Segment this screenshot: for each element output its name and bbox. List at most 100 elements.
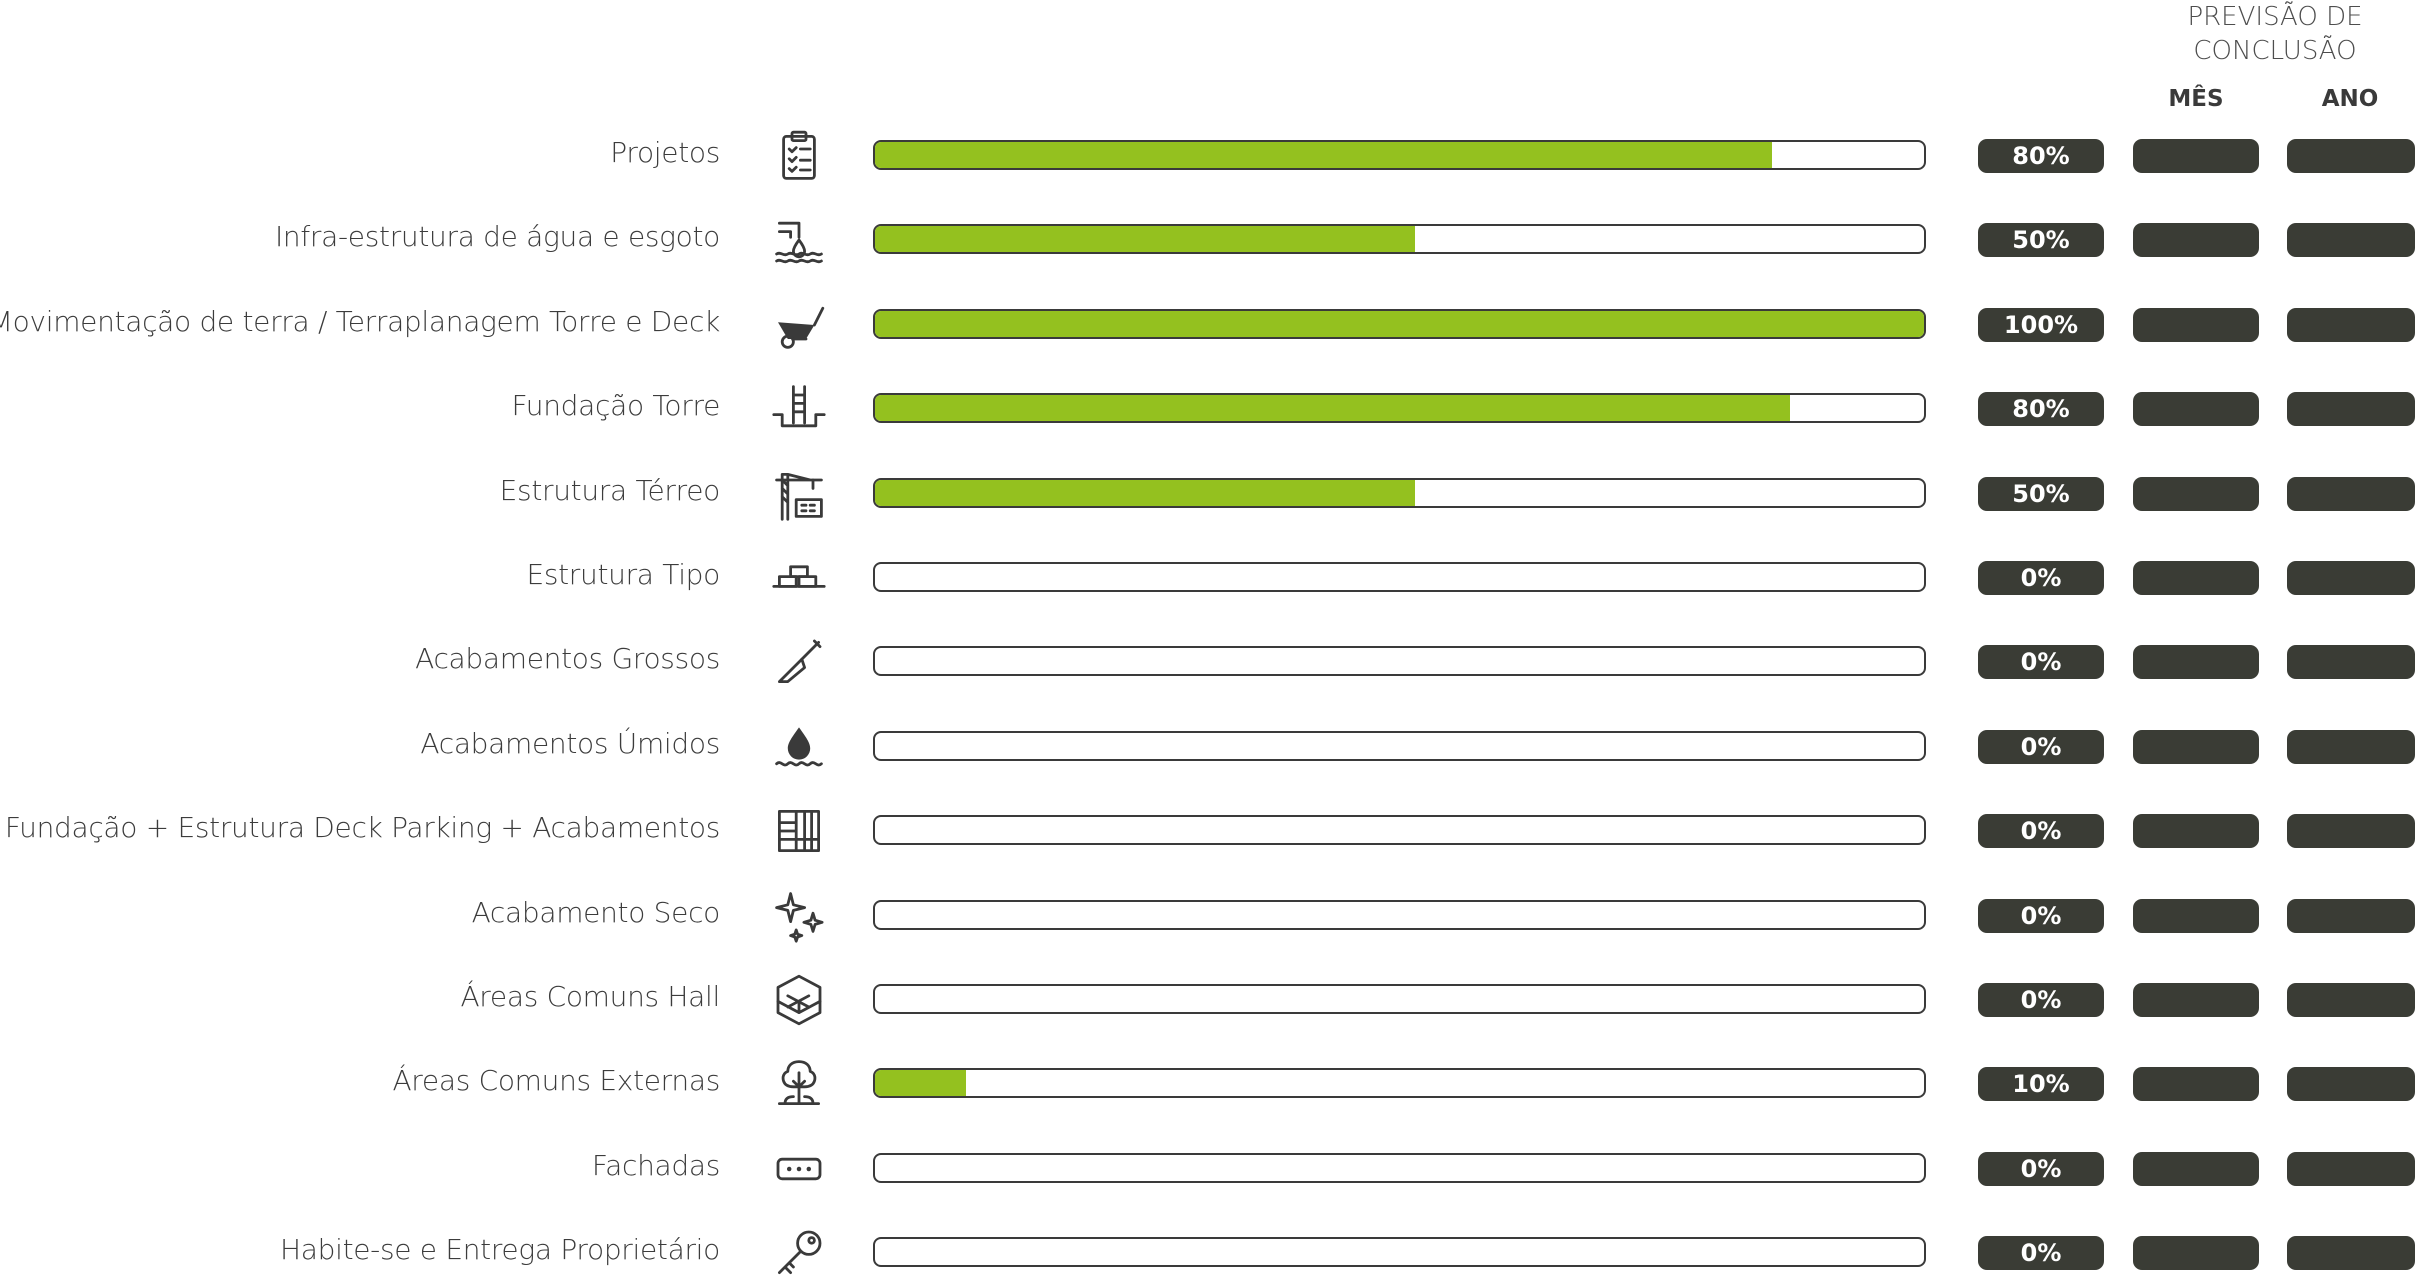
progress-row-13: Fachadas 0% — [0, 1139, 2415, 1199]
progress-row-2: Infra-estrutura de água e esgoto 50% — [0, 210, 2415, 270]
month-field — [2133, 1236, 2259, 1271]
wheelbarrow-icon — [770, 297, 828, 353]
percent-badge: 0% — [1978, 1151, 2104, 1186]
month-field — [2133, 645, 2259, 680]
progress-row-6: Estrutura Tipo 0% — [0, 548, 2415, 608]
percent-badge: 50% — [1978, 476, 2104, 511]
progress-bar — [873, 224, 1926, 255]
stage-label: Infra-estrutura de água e esgoto — [274, 220, 720, 254]
year-field — [2287, 898, 2415, 933]
stage-label: Fundação Torre — [511, 389, 721, 423]
month-field — [2133, 1151, 2259, 1186]
year-field — [2287, 1236, 2415, 1271]
progress-bar — [873, 477, 1926, 508]
facade-panel-icon — [770, 1141, 828, 1197]
month-field — [2133, 729, 2259, 764]
percent-badge: 0% — [1978, 983, 2104, 1017]
month-field — [2133, 139, 2259, 173]
progress-bar — [873, 1237, 1926, 1268]
stage-label: Estrutura Tipo — [526, 558, 720, 591]
progress-bar — [873, 984, 1926, 1014]
progress-bar — [873, 899, 1926, 930]
trowel-icon — [770, 634, 828, 690]
progress-bar — [873, 393, 1926, 424]
progress-bar — [873, 140, 1926, 170]
stage-label: Acabamentos Grossos — [415, 642, 720, 676]
year-field — [2287, 645, 2415, 680]
percent-badge: 50% — [1978, 223, 2104, 258]
percent-badge: 0% — [1978, 561, 2104, 595]
progress-bar — [873, 730, 1926, 761]
bricks-icon — [770, 550, 828, 606]
percent-badge: 80% — [1978, 392, 2104, 427]
month-field — [2133, 983, 2259, 1017]
progress-row-8: Acabamentos Úmidos 0% — [0, 717, 2415, 777]
year-field — [2287, 139, 2415, 173]
progress-row-14: Habite-se e Entrega Proprietário 0% — [0, 1223, 2415, 1283]
forecast-header: PREVISÃO DE CONCLUSÃO — [2110, 0, 2415, 68]
progress-row-5: Estrutura Térreo 50% — [0, 464, 2415, 524]
progress-bar — [873, 308, 1926, 339]
month-field — [2133, 898, 2259, 933]
stage-label: Projetos — [610, 136, 720, 169]
percent-badge: 0% — [1978, 814, 2104, 849]
foundation-icon — [770, 381, 828, 437]
column-header-mes: MÊS — [2168, 86, 2224, 112]
progress-row-10: Acabamento Seco 0% — [0, 886, 2415, 946]
progress-row-11: Áreas Comuns Hall 0% — [0, 970, 2415, 1030]
progress-fill — [875, 1070, 967, 1097]
column-header-ano: ANO — [2321, 86, 2379, 112]
forecast-header-line2: CONCLUSÃO — [2193, 36, 2357, 66]
progress-row-3: Movimentação de terra / Terraplanagem To… — [0, 295, 2415, 355]
clipboard-checklist-icon — [770, 128, 828, 184]
key-icon — [770, 1225, 828, 1281]
stage-label: Estrutura Térreo — [499, 473, 721, 507]
progress-bar — [873, 562, 1926, 592]
progress-fill — [875, 310, 1924, 337]
year-field — [2287, 729, 2415, 764]
progress-fill — [875, 142, 1772, 168]
stage-label: Movimentação de terra / Terraplanagem To… — [0, 304, 720, 338]
percent-badge: 100% — [1978, 307, 2104, 342]
progress-bar — [873, 646, 1926, 677]
year-field — [2287, 561, 2415, 595]
month-field — [2133, 1067, 2259, 1102]
stage-label: Acabamentos Úmidos — [420, 726, 720, 760]
year-field — [2287, 307, 2415, 342]
stage-label: Fundação + Estrutura Deck Parking + Acab… — [4, 811, 720, 845]
month-field — [2133, 814, 2259, 849]
year-field — [2287, 223, 2415, 258]
stage-label: Acabamento Seco — [471, 895, 721, 929]
percent-badge: 0% — [1978, 645, 2104, 680]
tree-icon — [770, 1056, 828, 1112]
year-field — [2287, 392, 2415, 427]
year-field — [2287, 1067, 2415, 1102]
year-field — [2287, 983, 2415, 1017]
year-field — [2287, 476, 2415, 511]
progress-bar — [873, 815, 1926, 846]
water-drop-icon — [770, 719, 828, 775]
progress-fill — [875, 395, 1790, 422]
month-field — [2133, 223, 2259, 258]
forecast-header-line1: PREVISÃO DE — [2187, 2, 2363, 32]
progress-row-4: Fundação Torre 80% — [0, 379, 2415, 439]
percent-badge: 10% — [1978, 1067, 2104, 1102]
percent-badge: 0% — [1978, 898, 2104, 933]
year-field — [2287, 1151, 2415, 1186]
water-pipe-icon — [770, 212, 828, 268]
month-field — [2133, 392, 2259, 427]
progress-bar — [873, 1068, 1926, 1099]
progress-row-1: Projetos 80% — [0, 126, 2415, 186]
progress-row-9: Fundação + Estrutura Deck Parking + Acab… — [0, 801, 2415, 861]
percent-badge: 0% — [1978, 729, 2104, 764]
sparkles-icon — [770, 888, 828, 944]
progress-row-7: Acabamentos Grossos 0% — [0, 632, 2415, 692]
progress-bar — [873, 1152, 1926, 1183]
stage-label: Áreas Comuns Hall — [460, 980, 720, 1013]
stage-label: Habite-se e Entrega Proprietário — [280, 1233, 720, 1267]
year-field — [2287, 814, 2415, 849]
progress-fill — [875, 226, 1416, 253]
progress-fill — [875, 479, 1416, 506]
month-field — [2133, 561, 2259, 595]
parquet-icon — [770, 803, 828, 859]
